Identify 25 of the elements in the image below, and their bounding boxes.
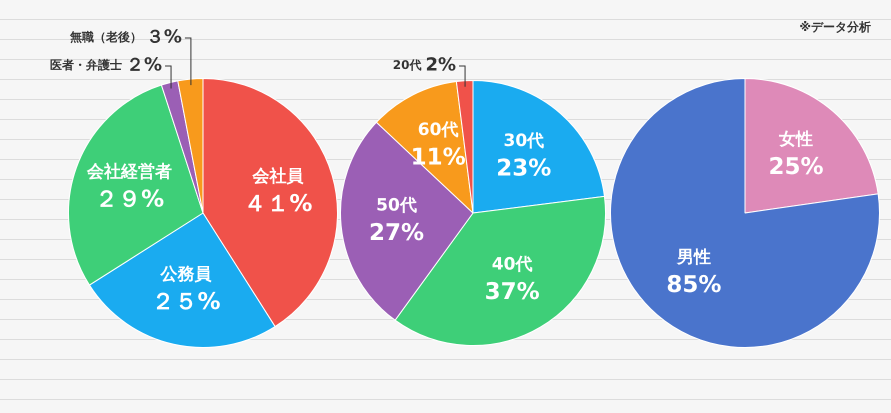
slice-label: 公務員 xyxy=(159,264,212,285)
slice-label: 男性 xyxy=(676,247,711,268)
slice-label: 40代 xyxy=(492,254,532,275)
data-label: 37% xyxy=(484,279,540,306)
slice-label: 60代 xyxy=(418,120,458,140)
slice-label: 医者・弁護士 xyxy=(50,58,122,72)
text: ※データ分析 xyxy=(799,20,871,34)
slice-label: 会社員 xyxy=(251,166,304,187)
slice-label: 50代 xyxy=(376,196,417,216)
slice-label: 女性 xyxy=(778,129,814,150)
data-label: 23% xyxy=(496,155,552,182)
data-label: ２９% xyxy=(95,186,164,213)
slice-label: 30代 xyxy=(503,130,544,151)
data-label: 25% xyxy=(768,154,824,180)
data-label: ３% xyxy=(146,26,182,48)
data-label: ４１% xyxy=(243,191,312,218)
data-label: 2% xyxy=(425,54,456,76)
slice-label: 20代 xyxy=(392,58,422,72)
data-label: ２５% xyxy=(151,289,221,316)
data-label: ２% xyxy=(126,54,162,76)
slice-label: 無職（老後） xyxy=(68,30,142,44)
data-label: 11% xyxy=(410,144,466,170)
data-label: 85% xyxy=(666,272,722,298)
slice-label: 会社経営者 xyxy=(86,162,172,182)
data-label: 27% xyxy=(368,220,424,246)
